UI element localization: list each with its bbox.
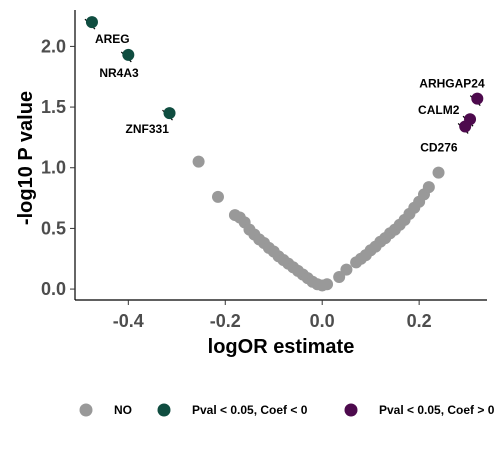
point-label: CALM2 [418,103,460,117]
x-tick-label: 0.2 [407,311,432,331]
data-point [85,16,98,29]
labels-layer: AREG NR4A3 ZNF331 ARHGAP24 CALM2 CD276 [95,32,485,154]
legend-label: Pval < 0.05, Coef > 0 [379,403,495,417]
axes-layer: -0.4 -0.2 0.0 0.2 0.0 0.5 1.0 1.5 2.0 [41,10,487,331]
legend-key [344,403,358,417]
data-point [192,155,205,168]
y-tick-label: 2.0 [41,36,66,56]
point-label: CD276 [420,140,458,154]
x-axis-title: logOR estimate [208,336,355,358]
legend-label: Pval < 0.05, Coef < 0 [192,403,308,417]
x-tick-label: 0.0 [310,311,335,331]
legend-label: NO [114,403,132,417]
y-axis-title: -log10 P value [15,91,37,225]
data-point [122,48,135,61]
data-point [333,270,346,283]
point-label: ARHGAP24 [419,77,485,91]
y-tick-label: 1.0 [41,158,66,178]
y-tick-label: 1.5 [41,97,66,117]
legend-key [79,403,93,417]
data-point [211,190,224,203]
y-tick-label: 0.0 [41,279,66,299]
x-tick-label: -0.2 [210,311,241,331]
data-point [422,181,435,194]
data-point [163,107,176,120]
point-label: AREG [95,32,130,46]
point-label: NR4A3 [99,66,139,80]
legend: NO Pval < 0.05, Coef < 0 Pval < 0.05, Coef… [79,403,495,417]
points-layer [84,16,484,292]
y-tick-label: 0.5 [41,218,66,238]
data-point [432,166,445,179]
data-point [340,263,353,276]
data-point [321,278,334,291]
point-label: ZNF331 [126,122,170,136]
legend-key [157,403,171,417]
x-tick-label: -0.4 [113,311,144,331]
data-point [459,120,472,133]
data-point [471,92,484,105]
